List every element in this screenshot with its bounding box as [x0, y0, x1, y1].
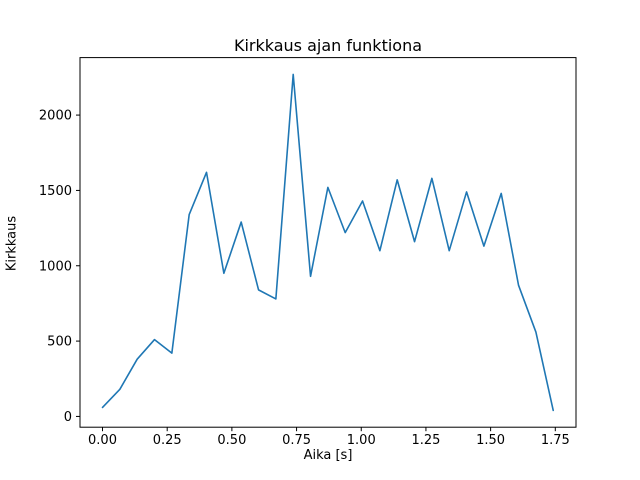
x-tick-label: 1.25	[411, 433, 440, 448]
data-series-line	[101, 73, 555, 412]
axes-spines	[79, 57, 577, 428]
x-tick-label: 0.75	[282, 433, 311, 448]
y-tick-label: 0	[64, 410, 72, 425]
x-axis-label: Aika [s]	[303, 448, 353, 463]
chart-title: Kirkkaus ajan funktiona	[233, 36, 423, 55]
x-tick-label: 0.50	[217, 433, 246, 448]
x-tick-label: 0.25	[153, 433, 182, 448]
y-tick-label: 500	[47, 335, 72, 350]
x-tick-label: 1.50	[476, 433, 505, 448]
x-tick-label: 1.00	[347, 433, 376, 448]
y-tick-label: 1500	[39, 184, 72, 199]
x-tick-label: 1.75	[541, 433, 570, 448]
y-axis-label: Kirkkaus	[4, 215, 20, 272]
y-tick-label: 1000	[39, 259, 72, 274]
x-tick-label: 0.00	[88, 433, 117, 448]
y-tick-label: 2000	[39, 109, 72, 124]
